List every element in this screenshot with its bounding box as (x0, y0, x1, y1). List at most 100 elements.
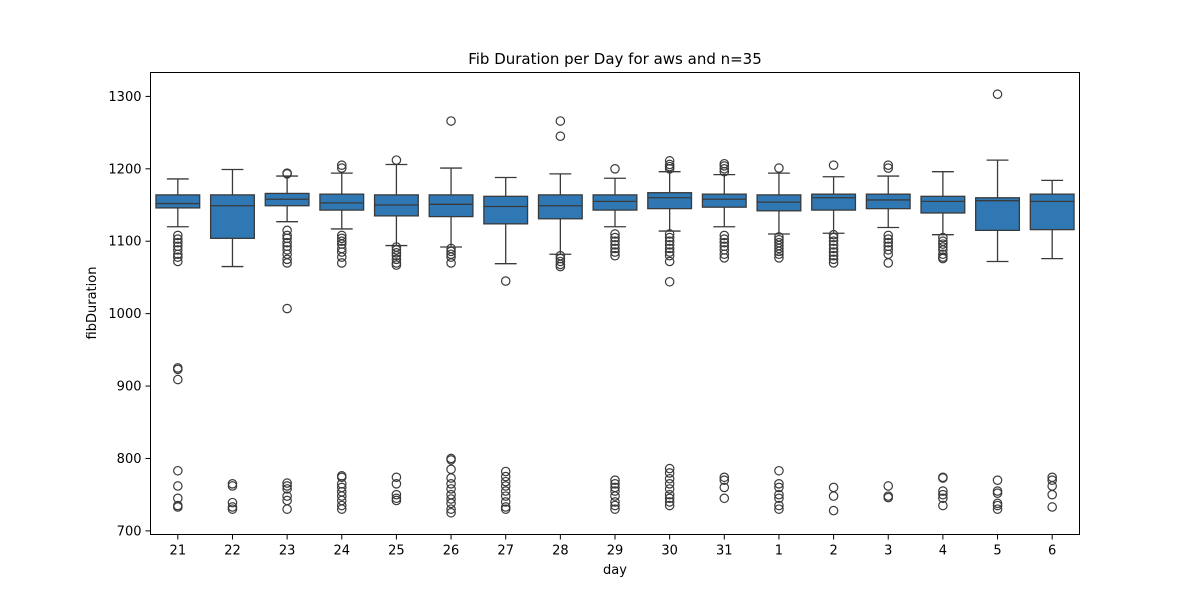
box-iqr (428, 194, 474, 218)
x-tick-label: 29 (607, 544, 624, 559)
outlier-point (774, 246, 784, 257)
outlier-point (446, 498, 456, 509)
y-tick-label: 900 (117, 380, 142, 395)
outlier-point (719, 253, 730, 263)
outlier-point (500, 276, 511, 286)
outlier-point (719, 472, 730, 483)
y-tick-label: 1300 (108, 90, 141, 105)
outlier-point (664, 489, 675, 500)
y-axis: 700 800 900 1000 1100 1200 1300 (108, 90, 151, 539)
outlier-point (828, 240, 839, 250)
outlier-point (336, 233, 347, 244)
outlier-point (664, 250, 675, 261)
y-tick-label: 1200 (108, 162, 141, 177)
outlier-point (610, 479, 620, 489)
outlier-point (992, 475, 1003, 485)
outlier-point (664, 247, 675, 257)
outlier-point (883, 258, 894, 268)
outlier-point (828, 160, 839, 170)
box-group-day-30 (647, 156, 693, 511)
outlier-point (282, 303, 292, 314)
outlier-point (610, 475, 620, 485)
box-iqr (1029, 193, 1075, 231)
x-tick-label: 22 (224, 544, 241, 559)
outlier-point (446, 473, 456, 483)
outlier-point (664, 468, 675, 478)
outlier-point (774, 253, 784, 263)
outlier-point (1047, 489, 1057, 500)
outlier-point (828, 247, 839, 257)
outlier-point (828, 254, 839, 265)
x-tick-label: 26 (443, 544, 460, 559)
x-tick-label: 4 (939, 544, 947, 559)
outlier-point (664, 164, 675, 174)
outlier-point (282, 169, 292, 179)
outlier-point (173, 230, 183, 241)
outlier-point (173, 364, 183, 375)
box-group-day-28 (537, 116, 583, 272)
outlier-point (336, 491, 347, 501)
box-iqr (975, 197, 1021, 232)
outlier-point (719, 161, 730, 171)
y-tick-label: 1000 (108, 307, 141, 322)
outlier-point (992, 488, 1003, 499)
outlier-point (774, 493, 784, 504)
x-tick-label: 21 (170, 544, 187, 559)
outlier-point (173, 374, 183, 385)
outlier-point (336, 472, 347, 483)
outlier-point (664, 240, 675, 250)
outlier-point (664, 243, 675, 254)
outlier-point (282, 254, 292, 265)
x-tick-label: 23 (279, 544, 296, 559)
outlier-point (282, 258, 292, 268)
box-group-day-22 (209, 168, 255, 514)
outlier-point (391, 250, 402, 261)
outlier-point (938, 486, 948, 496)
outlier-point (555, 256, 566, 267)
outlier-point (446, 455, 456, 465)
outlier-point (828, 232, 839, 243)
outlier-point (828, 505, 839, 516)
outlier-point (664, 497, 675, 507)
outlier-point (938, 242, 948, 252)
box-iqr (756, 194, 802, 212)
outlier-point (336, 258, 347, 268)
outlier-point (336, 500, 347, 511)
outlier-point (883, 245, 894, 255)
box-iqr (647, 192, 693, 210)
outlier-point (282, 504, 292, 514)
outlier-point (883, 163, 894, 173)
x-tick-label: 28 (552, 544, 569, 559)
outlier-point (883, 230, 894, 241)
y-tick-label: 800 (117, 452, 142, 467)
outlier-point (938, 249, 948, 260)
box-group-day-25 (373, 155, 419, 506)
outlier-point (883, 234, 894, 244)
outlier-point (336, 504, 347, 514)
outlier-point (664, 479, 675, 489)
x-tick-label: 31 (716, 544, 733, 559)
outlier-point (719, 249, 730, 260)
outlier-point (719, 482, 730, 493)
outlier-point (391, 495, 402, 506)
outlier-point (500, 497, 511, 507)
outlier-point (446, 479, 456, 489)
outlier-point (828, 243, 839, 254)
outlier-point (336, 236, 347, 247)
outlier-point (173, 252, 183, 262)
box-iqr (209, 194, 255, 239)
outlier-point (173, 234, 183, 244)
outlier-point (500, 486, 511, 496)
outlier-point (719, 237, 730, 248)
outlier-point (610, 164, 620, 174)
outlier-point (173, 502, 183, 512)
outlier-point (446, 504, 456, 514)
outlier-point (391, 248, 402, 258)
outlier-point (1047, 475, 1057, 485)
outlier-point (664, 500, 675, 511)
outlier-point (610, 500, 620, 511)
outlier-point (500, 466, 511, 477)
outlier-point (774, 163, 784, 173)
y-tick-label: 700 (117, 524, 142, 539)
box-group-day-26 (428, 116, 474, 518)
